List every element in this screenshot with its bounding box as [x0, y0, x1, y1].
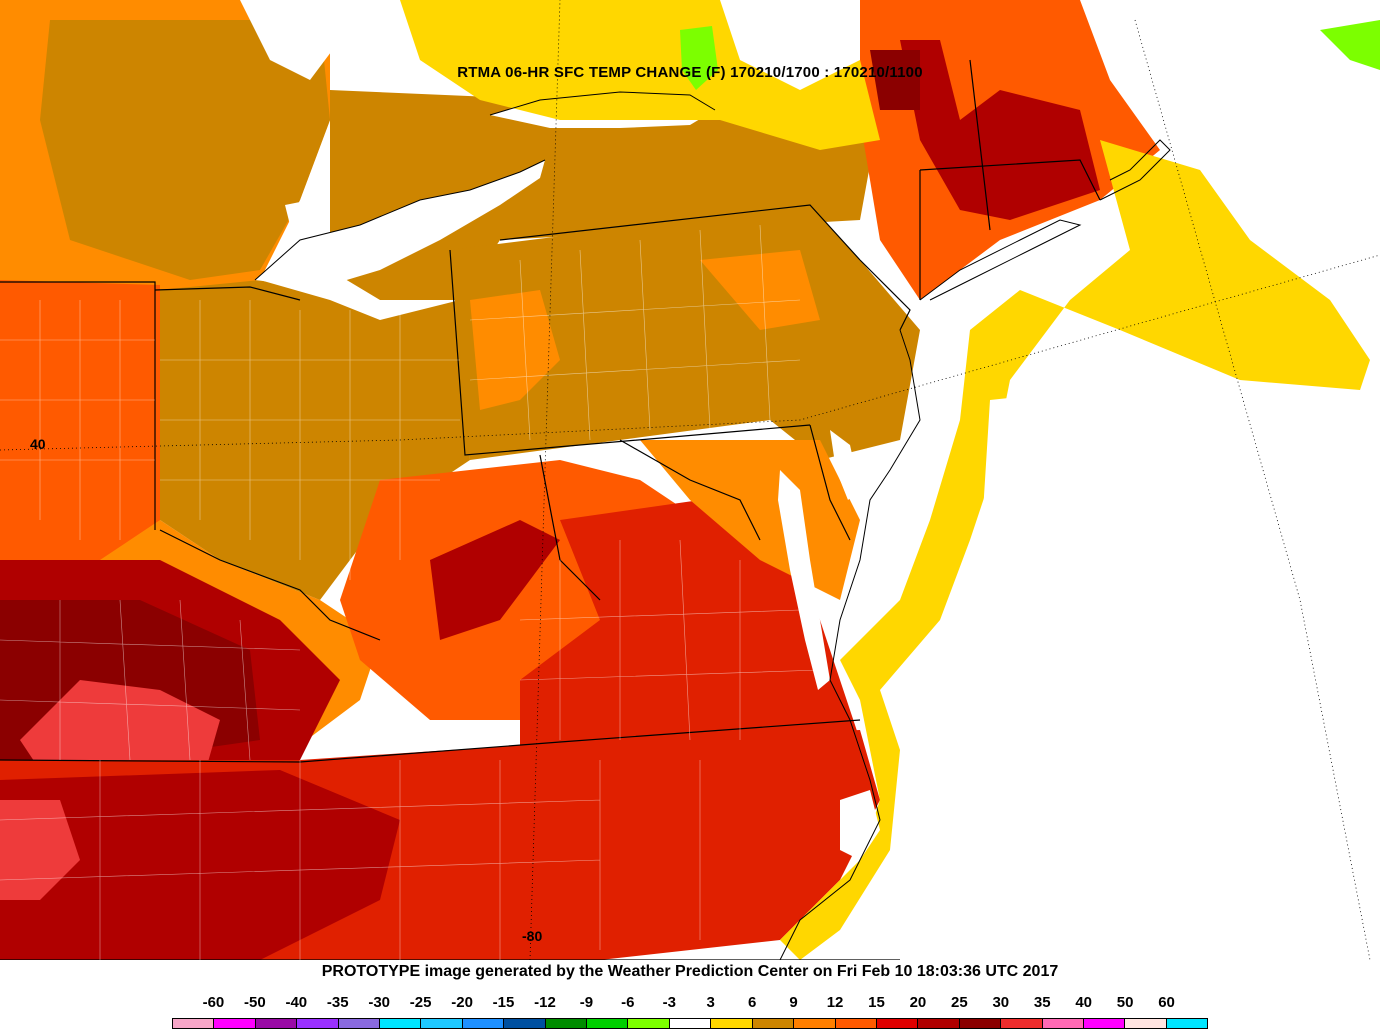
legend-label: -50 — [244, 994, 266, 1011]
legend-label: -40 — [285, 994, 308, 1011]
legend-swatch — [1083, 1019, 1126, 1028]
legend-swatch — [380, 1019, 422, 1028]
legend-label: 6 — [747, 994, 757, 1011]
legend-label: -30 — [368, 994, 391, 1011]
atlantic-ocean — [900, 380, 1380, 960]
map-panel: RTMA 06-HR SFC TEMP CHANGE (F) 170210/17… — [0, 0, 1380, 960]
legend-label: -15 — [492, 994, 515, 1011]
legend-swatch — [711, 1019, 753, 1028]
legend-swatch — [1001, 1019, 1043, 1028]
legend-label: -12 — [534, 994, 556, 1011]
legend-swatch — [214, 1019, 256, 1028]
legend-label: -6 — [621, 994, 635, 1011]
lake-erie — [255, 160, 545, 288]
legend-swatch — [1042, 1019, 1084, 1028]
legend-label: 35 — [1033, 994, 1051, 1011]
legend-label: -60 — [202, 994, 225, 1011]
longitude-label: -80 — [522, 928, 543, 944]
lake-huron-edge — [240, 0, 340, 80]
region-pa-orange-patches — [470, 250, 820, 410]
delaware-bay — [830, 430, 860, 500]
legend-swatch — [545, 1019, 588, 1028]
legend-swatch — [173, 1019, 215, 1028]
legend-swatch — [628, 1019, 670, 1028]
legend-swatch — [669, 1019, 712, 1028]
legend-label: -3 — [662, 994, 676, 1011]
legend-labels: -60 -50 -40 -35 -30 -25 -20 -15 -12 -9 -6 -3 3 6 9 12 15… — [172, 994, 1208, 1012]
legend-swatch — [462, 1019, 505, 1028]
color-legend: -60 -50 -40 -35 -30 -25 -20 -15 -12 -9 -6 -3 3 6 9 12 15… — [172, 994, 1208, 1030]
region-new-england-darkred — [900, 40, 1100, 220]
ocean-gold-band — [780, 140, 1370, 960]
legend-swatch — [338, 1019, 381, 1028]
chesapeake-bay — [778, 470, 830, 690]
region-ontario-gold — [330, 90, 880, 300]
region-quebec-white — [720, 0, 860, 90]
region-vermont-maroon — [870, 50, 920, 110]
legend-swatch — [876, 1019, 919, 1028]
region-michigan-goldbrown — [40, 20, 330, 280]
graticule — [0, 0, 1380, 960]
coastline — [254, 91, 1171, 960]
legend-label: 9 — [789, 994, 798, 1011]
legend-label: 15 — [868, 994, 885, 1011]
legend-label: 60 — [1158, 994, 1175, 1011]
legend-label: 12 — [826, 994, 844, 1011]
state-boundaries — [0, 59, 1101, 960]
legend-swatch — [255, 1019, 298, 1028]
legend-swatch — [297, 1019, 339, 1028]
legend-label: 50 — [1116, 994, 1134, 1011]
legend-swatch — [752, 1019, 795, 1028]
legend-swatch — [794, 1019, 836, 1028]
legend-label: -20 — [451, 994, 473, 1011]
legend-swatches — [172, 1018, 1208, 1029]
legend-swatch — [504, 1019, 546, 1028]
legend-swatch — [918, 1019, 960, 1028]
legend-swatch — [835, 1019, 877, 1028]
legend-label: -35 — [326, 994, 349, 1011]
legend-label: 3 — [706, 994, 715, 1011]
map-title: RTMA 06-HR SFC TEMP CHANGE (F) 170210/17… — [457, 64, 923, 81]
legend-swatch — [1166, 1019, 1208, 1028]
legend-label: -25 — [409, 994, 432, 1011]
region-nb-green — [1320, 20, 1380, 70]
region-wv-darkred-ridge — [430, 520, 560, 640]
legend-swatch — [1125, 1019, 1167, 1028]
legend-swatch — [587, 1019, 629, 1028]
county-lines — [0, 224, 821, 960]
legend-label: 30 — [992, 994, 1010, 1011]
lake-st-clair — [285, 200, 312, 225]
legend-label: -9 — [579, 994, 594, 1011]
pamlico-sound — [840, 790, 880, 860]
footer-credit: PROTOTYPE image generated by the Weather… — [321, 963, 1059, 980]
temperature-change-map — [0, 0, 1380, 960]
legend-label: 20 — [909, 994, 927, 1011]
latitude-label: 40 — [30, 436, 46, 452]
region-tn-pink — [0, 800, 80, 900]
region-minus3-green — [680, 26, 718, 90]
legend-label: 40 — [1075, 994, 1093, 1011]
legend-swatch — [959, 1019, 1002, 1028]
legend-swatch — [421, 1019, 463, 1028]
legend-label: 25 — [951, 994, 968, 1011]
